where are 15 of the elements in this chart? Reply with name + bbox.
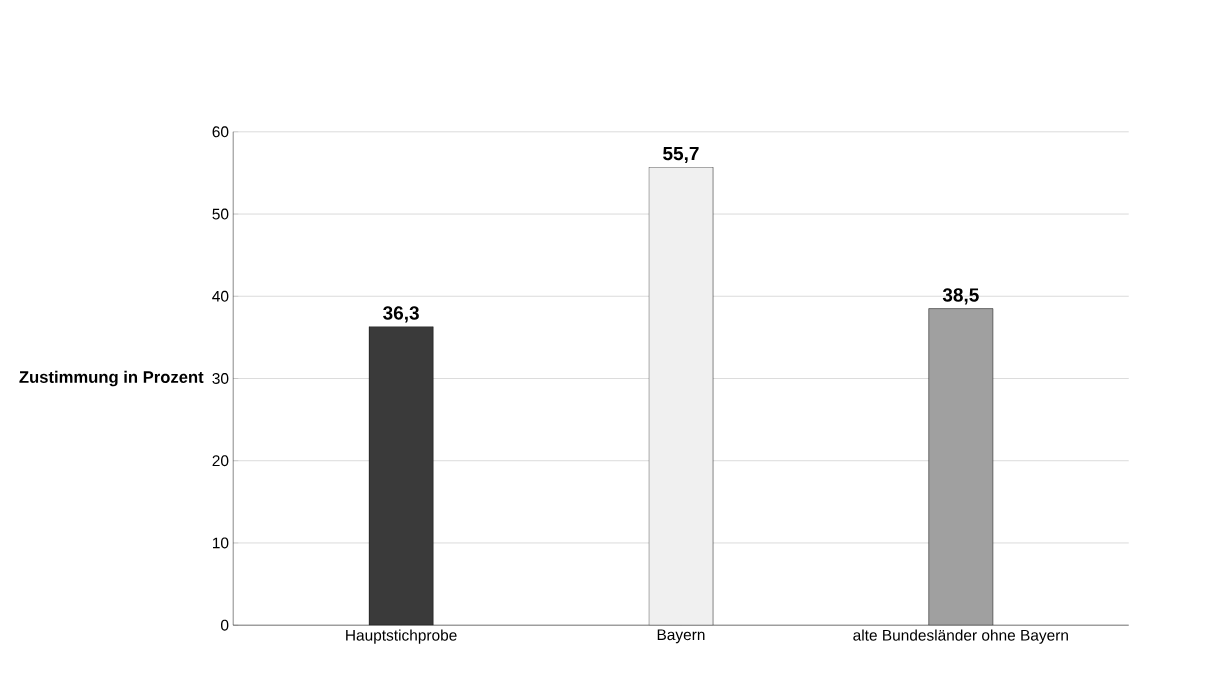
data-label: 38,5 <box>942 288 979 305</box>
data-label: 55,7 <box>663 146 699 163</box>
data-label: 36,3 <box>383 306 419 323</box>
y-tick-label: 60 <box>212 126 229 138</box>
y-tick-label: 50 <box>212 208 229 220</box>
x-tick-label: Bayern <box>657 629 705 644</box>
x-tick-label: Hauptstichprobe <box>346 629 457 644</box>
y-tick-label: 0 <box>221 619 229 631</box>
x-tick-label: alte Bundesländer ohne Bayern <box>853 629 1068 644</box>
y-tick-label: 40 <box>212 290 229 302</box>
y-tick-label: 10 <box>212 537 229 549</box>
bar <box>648 166 714 626</box>
y-tick-label: 20 <box>212 455 229 467</box>
y-tick-label: 30 <box>212 372 229 384</box>
y-axis-title: Zustimmung in Prozent <box>19 370 204 387</box>
